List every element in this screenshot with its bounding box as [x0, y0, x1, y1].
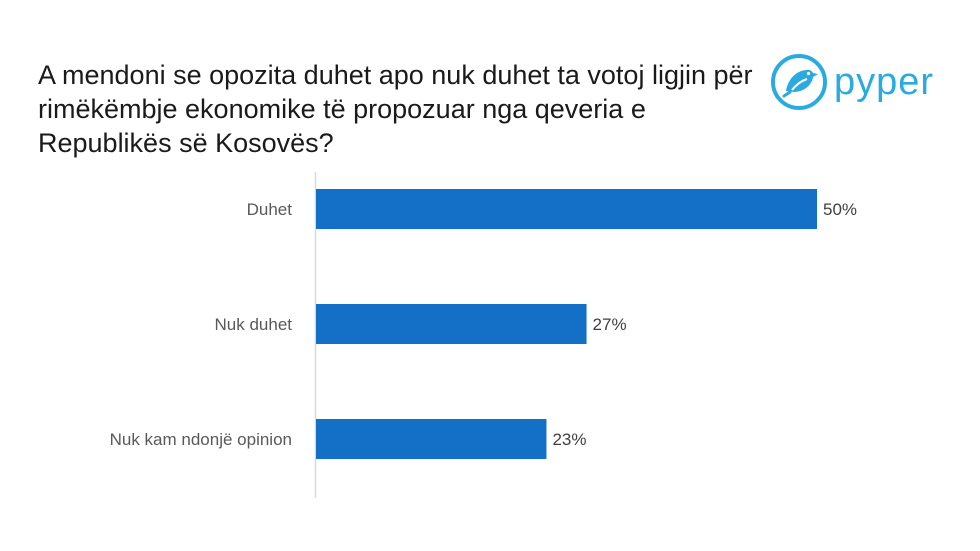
value-label-1: 50%	[823, 200, 857, 219]
brand-name: pyper	[834, 61, 935, 103]
value-label-2: 27%	[593, 315, 627, 334]
category-label-3: Nuk kam ndonjë opinion	[110, 430, 292, 449]
bar-3	[316, 419, 547, 459]
bar-1	[316, 189, 817, 229]
bar-2	[316, 304, 587, 344]
category-label-2: Nuk duhet	[215, 315, 293, 334]
value-label-3: 23%	[552, 430, 586, 449]
pyper-logo: pyper	[770, 52, 960, 112]
category-label-1: Duhet	[247, 200, 293, 219]
bird-icon	[771, 54, 827, 110]
chart-title: A mendoni se opozita duhet apo nuk duhet…	[38, 60, 753, 158]
